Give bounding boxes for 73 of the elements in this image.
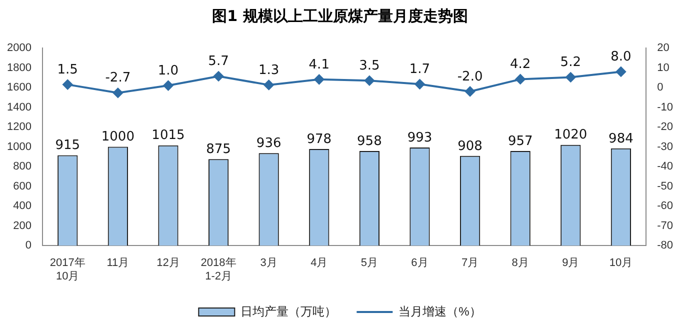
y2-tick-label: -80 <box>657 240 674 252</box>
y2-tick-label: -30 <box>657 140 674 153</box>
y2-tick-label: 0 <box>657 82 664 94</box>
x-tick-label: 2018年 1-2月 <box>200 257 236 282</box>
x-tick-label: 6月 <box>411 257 428 270</box>
data-label: 1.0 <box>158 63 179 78</box>
x-tick-label: 5月 <box>360 257 378 270</box>
y-tick-label: 400 <box>13 200 32 212</box>
y-tick-label: 1800 <box>6 62 32 74</box>
y-tick-label: 0 <box>25 240 32 252</box>
y-tick-label: 2000 <box>6 42 32 54</box>
y-tick-label: 1000 <box>6 140 32 153</box>
x-tick-label: 4月 <box>310 257 328 270</box>
point <box>214 71 224 82</box>
data-label: 984 <box>608 131 634 146</box>
data-label: 3.5 <box>359 58 380 74</box>
data-label: 1020 <box>554 128 588 143</box>
data-label: 875 <box>206 142 231 158</box>
point <box>364 76 374 86</box>
x-tick-label: 2017年 10月 <box>50 257 86 282</box>
data-label: 936 <box>256 136 282 151</box>
legend-label: 当月增速（%） <box>398 304 482 318</box>
y2-tick-label: 10 <box>657 62 670 74</box>
data-label: 5.7 <box>208 54 229 70</box>
y2-tick-label: -50 <box>657 180 674 192</box>
y2-tick-label: 20 <box>657 42 670 54</box>
y-tick-label: 800 <box>13 160 32 173</box>
data-label: 5.2 <box>560 55 581 70</box>
y2-tick-label: -20 <box>657 121 674 134</box>
x-tick-label: 11月 <box>106 257 130 270</box>
point <box>465 86 476 96</box>
y-tick-label: 1400 <box>6 101 32 114</box>
chart-title: 图1 规模以上工业原煤产量月度走势图 <box>211 6 469 27</box>
x-tick-label: 7月 <box>461 257 479 270</box>
data-label: 958 <box>357 134 382 149</box>
data-label: 993 <box>407 130 432 146</box>
y2-tick-label: -70 <box>657 220 674 232</box>
x-tick-label: 10月 <box>609 257 633 270</box>
data-label: 1015 <box>152 128 185 144</box>
y2-tick-label: -10 <box>657 101 674 114</box>
point <box>314 74 324 84</box>
data-label: -2.0 <box>457 69 483 84</box>
y2-tick-label: -40 <box>657 160 674 173</box>
data-label: 1.5 <box>57 62 78 78</box>
y2-tick-label: -60 <box>657 200 674 212</box>
legend-label: 日均产量（万吨） <box>240 304 337 318</box>
data-label: 1.7 <box>409 62 430 78</box>
data-label: -2.7 <box>105 70 131 86</box>
x-tick-label: 3月 <box>260 257 278 270</box>
point <box>163 80 174 91</box>
point <box>616 66 626 77</box>
x-tick-label: 12月 <box>156 257 180 270</box>
point <box>566 72 576 82</box>
data-label: 1000 <box>101 130 134 145</box>
data-label: 1.3 <box>258 62 280 78</box>
data-label: 8.0 <box>610 50 632 65</box>
data-label: 957 <box>508 134 533 149</box>
y-tick-label: 1200 <box>6 121 32 134</box>
y-tick-label: 1600 <box>6 82 32 94</box>
data-label: 915 <box>55 138 80 154</box>
y-tick-label: 200 <box>13 220 32 232</box>
x-tick-label: 9月 <box>562 257 580 270</box>
y-tick-label: 600 <box>13 180 32 192</box>
data-label: 4.2 <box>510 57 531 72</box>
point <box>264 80 274 90</box>
x-tick-label: 8月 <box>512 257 529 270</box>
point <box>62 80 73 90</box>
data-label: 978 <box>306 132 332 147</box>
point <box>414 79 425 90</box>
data-label: 4.1 <box>308 57 330 72</box>
point <box>112 88 123 98</box>
point <box>515 74 526 84</box>
data-label: 908 <box>458 138 482 154</box>
